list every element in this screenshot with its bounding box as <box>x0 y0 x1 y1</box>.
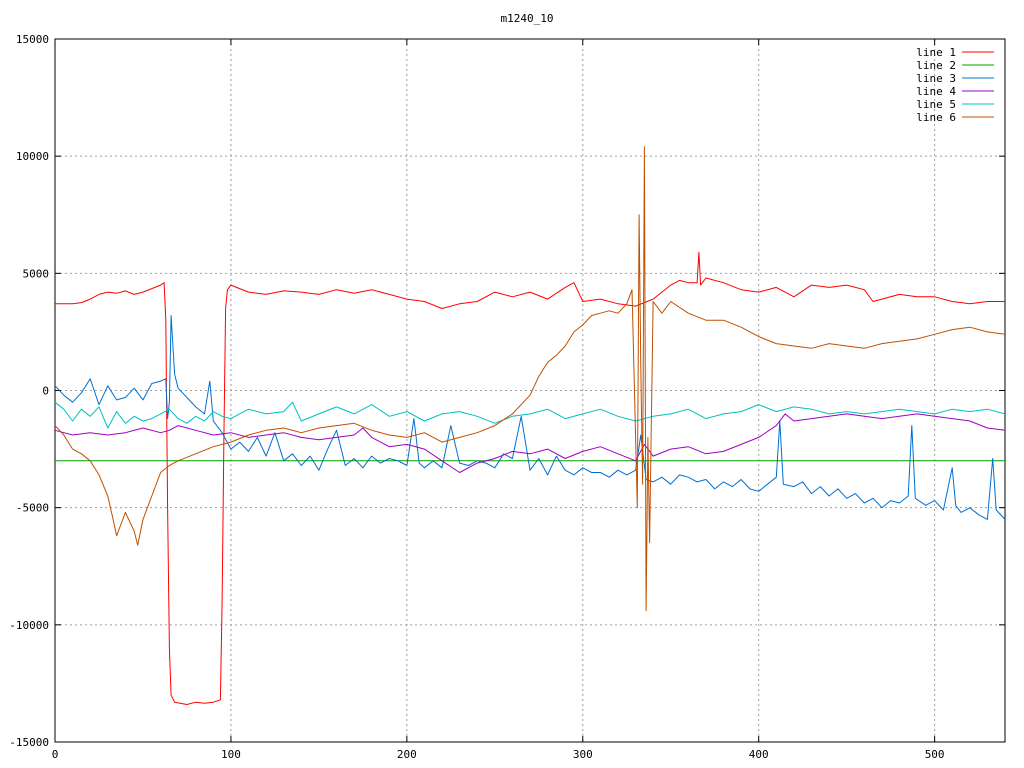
y-tick-label: 15000 <box>16 33 49 46</box>
x-tick-label: 400 <box>749 748 769 761</box>
legend-label: line 2 <box>916 59 956 72</box>
x-tick-label: 0 <box>52 748 59 761</box>
series-line-4 <box>54 413 1006 473</box>
grid <box>55 39 1005 742</box>
series-line-6 <box>54 146 1006 612</box>
chart-title: m1240_10 <box>501 12 554 25</box>
legend-label: line 3 <box>916 72 956 85</box>
series-group <box>54 146 1006 705</box>
y-tick-label: 5000 <box>23 267 50 280</box>
x-tick-label: 100 <box>221 748 241 761</box>
series-line-5 <box>54 401 1006 429</box>
legend-label: line 1 <box>916 46 956 59</box>
series-line-1 <box>55 251 1005 705</box>
x-tick-label: 300 <box>573 748 593 761</box>
y-tick-label: -15000 <box>9 736 49 749</box>
legend-label: line 4 <box>916 85 956 98</box>
y-tick-label: 10000 <box>16 150 49 163</box>
ticks: 0 100 200 300 400 500 -15000 -10000 -5000 0 5000 10… <box>9 33 1005 761</box>
x-tick-label: 500 <box>925 748 945 761</box>
y-tick-label: 0 <box>42 385 49 398</box>
y-tick-label: -10000 <box>9 619 49 632</box>
legend-label: line 6 <box>916 111 956 124</box>
legend-label: line 5 <box>916 98 956 111</box>
y-tick-label: -5000 <box>16 502 49 515</box>
x-tick-label: 200 <box>397 748 417 761</box>
series-line-3 <box>54 315 1006 520</box>
